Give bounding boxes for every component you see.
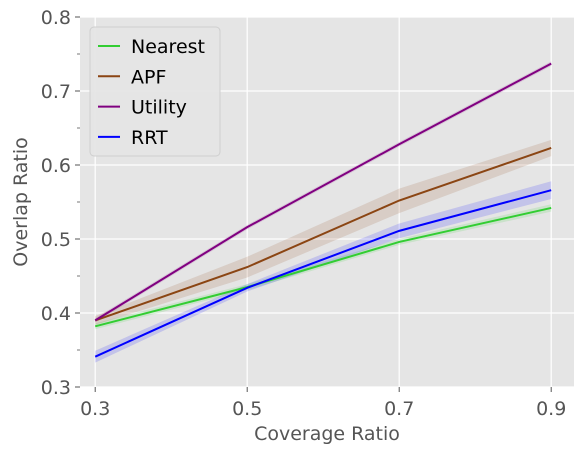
x-tick-label: 0.9 xyxy=(536,398,566,420)
y-tick-label: 0.5 xyxy=(41,229,71,251)
band-nearest xyxy=(95,204,552,330)
series-line-rrt xyxy=(94,189,552,358)
x-tick-label: 0.3 xyxy=(80,398,110,420)
legend-label-nearest: Nearest xyxy=(131,36,205,58)
series-line-nearest xyxy=(94,206,552,328)
x-tick-label: 0.7 xyxy=(384,398,414,420)
grid-lines xyxy=(80,16,574,388)
series-lines xyxy=(94,62,552,358)
y-axis-title: Overlap Ratio xyxy=(10,137,32,267)
legend-box xyxy=(89,26,221,157)
x-axis-ticks: 0.3 0.5 0.7 0.9 xyxy=(80,387,566,420)
y-tick-label: 0.4 xyxy=(41,303,71,325)
y-axis-ticks: 0.3 0.4 0.5 0.6 0.7 0.8 xyxy=(41,7,80,399)
band-apf xyxy=(95,139,552,325)
legend-label-rrt: RRT xyxy=(131,127,168,149)
y-tick-label: 0.6 xyxy=(41,155,71,177)
band-rrt xyxy=(95,181,552,363)
x-axis-title: Coverage Ratio xyxy=(254,423,400,445)
y-tick-label: 0.3 xyxy=(41,377,71,399)
legend-label-apf: APF xyxy=(131,66,166,88)
series-line-apf xyxy=(94,147,552,322)
legend: Nearest APF Utility RRT xyxy=(89,26,221,157)
y-tick-label: 0.8 xyxy=(41,7,71,29)
x-tick-label: 0.5 xyxy=(232,398,262,420)
series-line-utility xyxy=(94,62,552,322)
y-tick-label: 0.7 xyxy=(41,81,71,103)
legend-label-utility: Utility xyxy=(131,97,187,119)
